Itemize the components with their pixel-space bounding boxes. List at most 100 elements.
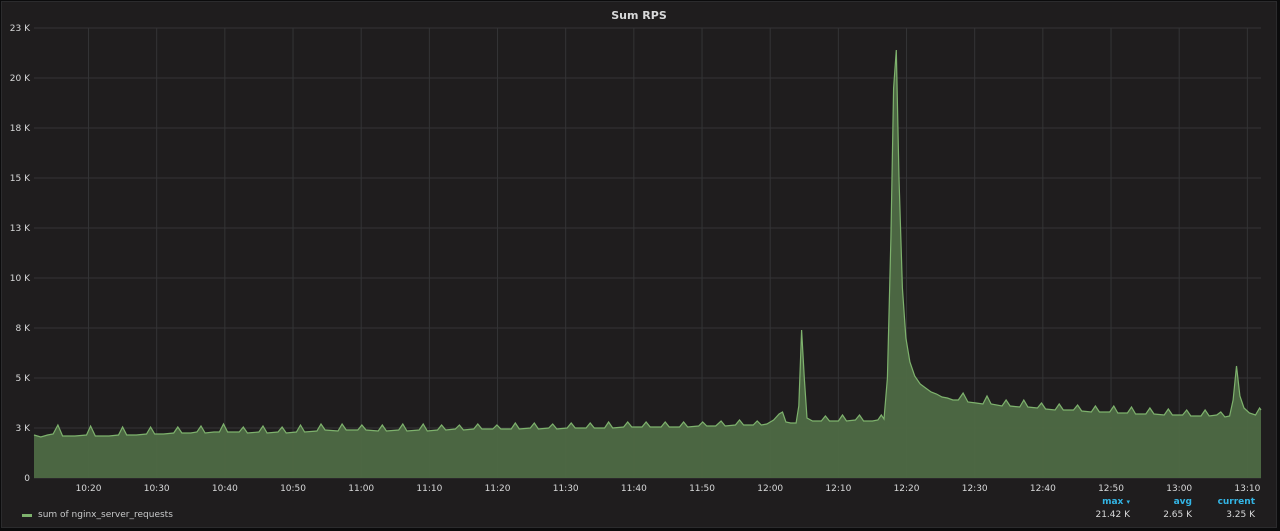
data-point [325,429,326,430]
data-point [586,427,587,428]
data-point [902,287,903,288]
data-point [154,433,155,434]
data-point [665,421,666,422]
data-point [623,426,624,427]
data-point [986,395,987,396]
data-point [357,429,358,430]
data-point [86,434,87,435]
data-point [365,429,366,430]
data-point [196,431,197,432]
data-point [258,431,259,432]
data-point [842,414,843,415]
data-point [812,420,813,421]
data-point [74,435,75,436]
current-header[interactable]: current [1217,497,1255,507]
data-point [173,432,174,433]
data-point [650,426,651,427]
data-point [859,414,860,415]
data-point [958,399,959,400]
data-point [459,424,460,425]
series-line [33,49,1262,438]
data-point [1168,408,1169,409]
data-point [40,436,41,437]
data-point [419,429,420,430]
data-point [496,424,497,425]
x-axis-ticks: 10:20 10:30 10:40 10:50 11:00 11:10 11:20 11:30… [76,484,1261,494]
data-point [855,419,856,420]
legend-series-label[interactable]: sum of nginx_server_requests [38,510,173,520]
data-point [163,433,164,434]
max-header[interactable]: max ▾ [1102,497,1130,507]
data-point [801,329,802,330]
data-point [761,424,762,425]
data-point [473,428,474,429]
data-point [477,423,478,424]
data-point [782,411,783,412]
data-point [661,426,662,427]
y-tick-label: 10 K [10,274,31,284]
data-point [829,420,830,421]
data-point [779,413,780,414]
data-point [608,421,609,422]
data-point [282,426,283,427]
data-point [1027,406,1028,407]
data-point [1041,402,1042,403]
series-area-fill [34,50,1261,478]
data-point [1239,395,1240,396]
data-point [53,433,54,434]
data-point [1127,412,1128,413]
data-point [1117,412,1118,413]
data-point [386,430,387,431]
panel-title[interactable]: Sum RPS [611,9,667,22]
data-point [669,426,670,427]
data-point [941,396,942,397]
data-point [402,423,403,424]
x-tick-label: 13:10 [1234,484,1260,494]
x-tick-label: 10:50 [280,484,306,494]
data-point [925,387,926,388]
data-point [500,428,501,429]
grid-lines [34,27,1261,479]
legend-swatch[interactable] [22,513,32,517]
data-point [1059,403,1060,404]
data-point [1205,409,1206,410]
y-tick-label: 20 K [10,74,31,84]
data-point [641,426,642,427]
data-point [1220,411,1221,412]
data-point [57,424,58,425]
data-point [1135,413,1136,414]
avg-header[interactable]: avg [1173,497,1192,507]
data-point [122,426,123,427]
data-point [887,377,888,378]
x-tick-label: 10:40 [212,484,238,494]
avg-value: 2.65 K [1163,510,1192,520]
data-point [1153,413,1154,414]
data-point [1164,414,1165,415]
data-point [881,414,882,415]
data-point [687,426,688,427]
data-point [1001,405,1002,406]
data-point [342,423,343,424]
y-tick-label: 3 K [16,424,32,434]
data-point [427,430,428,431]
data-point [286,432,287,433]
data-point [1260,409,1261,410]
y-tick-label: 8 K [16,324,32,334]
data-point [150,426,151,427]
data-point [821,420,822,421]
data-point [757,420,758,421]
data-point [1010,405,1011,406]
data-point [721,420,722,421]
data-point [437,429,438,430]
data-point [213,431,214,432]
y-tick-label: 0 [24,474,30,484]
data-point [631,426,632,427]
data-point [725,425,726,426]
data-point [877,419,878,420]
data-point [320,423,321,424]
data-point [95,435,96,436]
data-point [267,432,268,433]
data-point [548,427,549,428]
data-point [1182,414,1183,415]
